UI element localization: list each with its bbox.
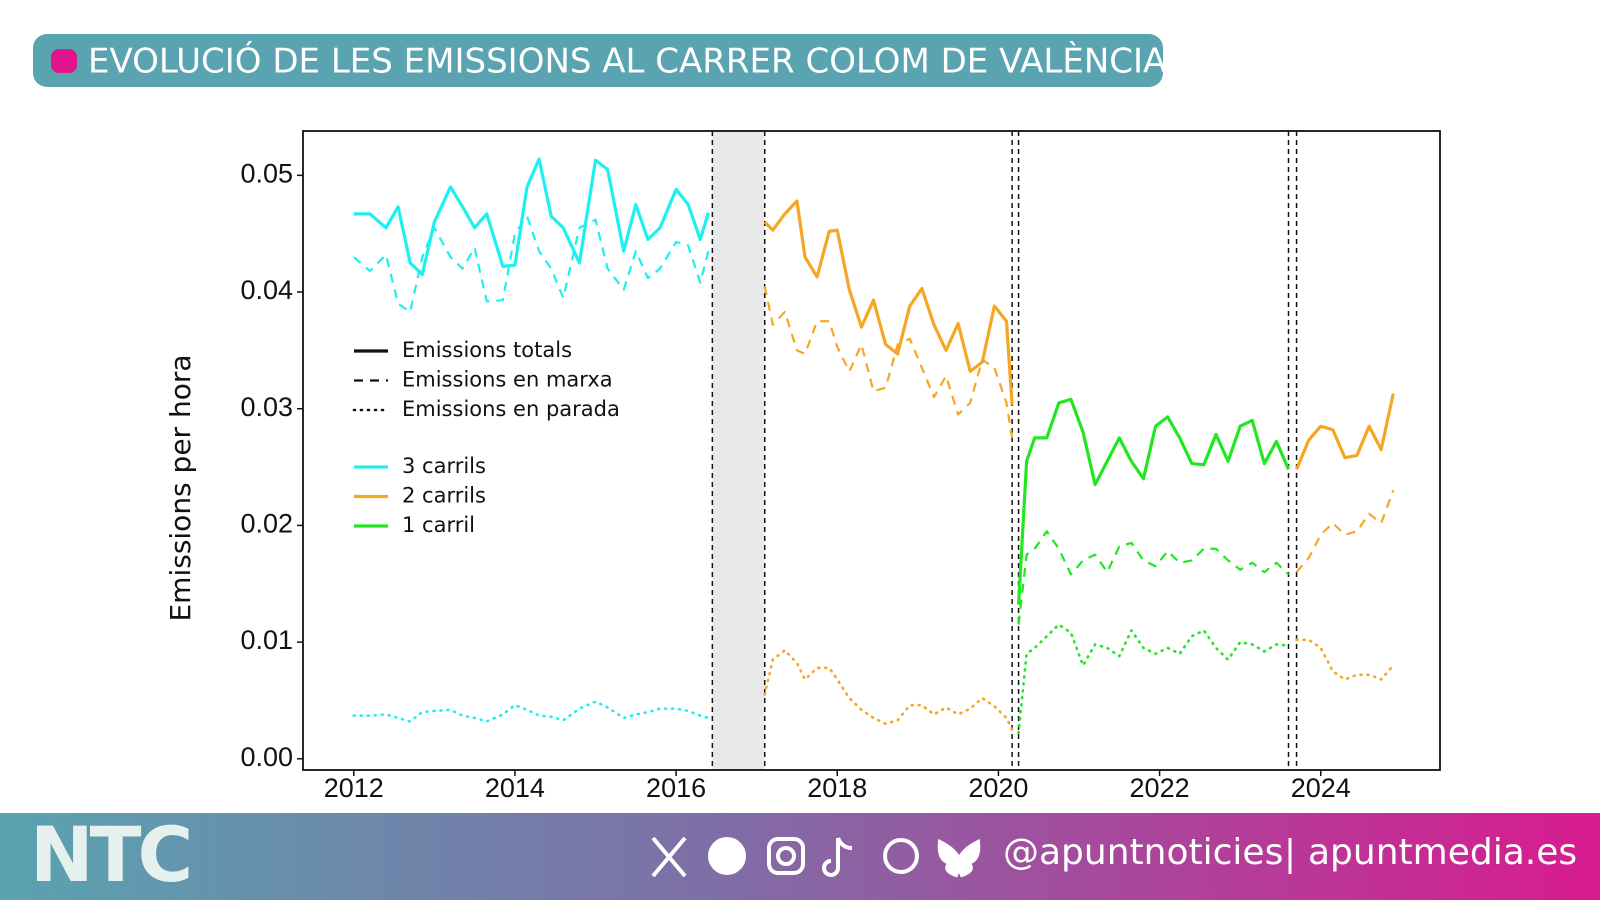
plot-frame [302,130,1441,771]
legend-label: 2 carrils [402,484,486,508]
y-tick-label: 0.04 [240,275,293,305]
series-line [763,199,1014,406]
footer-logo: NTC [30,810,189,899]
series-line [1017,530,1290,625]
series-line [763,285,1014,439]
y-tick-label: 0.01 [240,625,293,655]
instagram-icon[interactable] [767,837,805,875]
x-icon[interactable] [651,836,687,878]
legend-label: 3 carrils [402,454,486,478]
x-tick-label: 2024 [1291,773,1351,803]
bluesky-icon[interactable] [937,838,981,878]
x-tick-label: 2012 [324,773,384,803]
legend-label: Emissions totals [402,338,572,362]
social-icons [651,836,981,878]
series-line [1295,638,1395,681]
x-tick-label: 2014 [485,773,545,803]
chart-title: EVOLUCIÓ DE LES EMISSIONS AL CARRER COLO… [88,41,1166,82]
footer-band [0,813,1600,900]
legend-label: Emissions en marxa [402,368,613,392]
tiktok-icon[interactable] [822,837,853,877]
series-line [352,700,710,723]
series-line [763,648,1014,731]
series-line [353,215,710,313]
y-tick-label: 0.03 [240,392,293,422]
x-tick-label: 2022 [1130,773,1190,803]
y-tick-label: 0.05 [240,158,293,188]
title-banner [33,34,1163,87]
series-line [1295,490,1395,573]
y-tick-label: 0.00 [240,742,293,772]
y-tick-label: 0.02 [240,509,293,539]
facebook-icon[interactable] [708,837,746,875]
legend-label: Emissions en parada [402,397,620,421]
x-tick-label: 2018 [807,773,867,803]
x-tick-label: 2016 [646,773,706,803]
legend-label: 1 carril [402,513,475,537]
series-line [353,157,710,277]
plot-area: 0.00 0.01 0.02 0.03 0.04 0.05 2012 2014 2016 2018… [240,130,1441,803]
series-line [1017,623,1290,735]
y-axis-label: Emissions per hora [164,354,197,621]
shaded-period [712,131,765,770]
x-tick-label: 2020 [968,773,1028,803]
series-line [1295,393,1395,471]
threads-icon[interactable] [883,838,919,874]
series-line [1016,397,1290,605]
footer-handle[interactable]: @apuntnoticies [1003,832,1283,873]
title-accent [51,49,77,73]
footer-site[interactable]: apuntmedia.es [1308,832,1577,873]
